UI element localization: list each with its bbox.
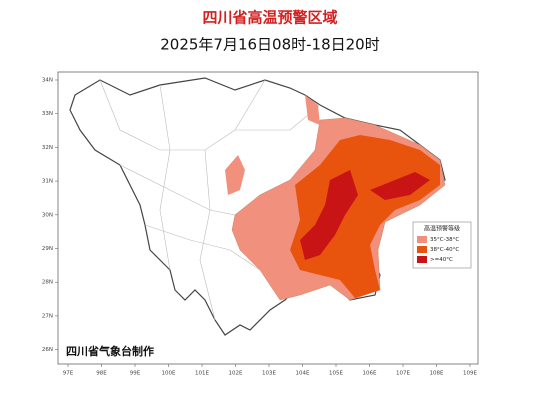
lon-tick-label: 102E <box>229 371 243 377</box>
legend: 高温预警等级 35°C-38°C 38°C-40°C >=40°C <box>412 221 472 269</box>
lat-tick-label: 28N <box>42 280 53 286</box>
lon-tick-label: 100E <box>162 371 176 377</box>
zone-35-38 <box>305 95 320 125</box>
lat-tick-label: 34N <box>42 78 53 84</box>
lon-tick-label: 101E <box>195 371 209 377</box>
credit: 四川省气象台制作 <box>66 344 154 358</box>
legend-swatch <box>417 256 427 263</box>
lon-tick-label: 98E <box>96 371 107 377</box>
lat-tick-label: 26N <box>42 347 53 353</box>
lon-tick-label: 103E <box>262 371 276 377</box>
title: 四川省高温预警区域 <box>202 9 337 27</box>
legend-label: >=40°C <box>430 257 453 263</box>
lon-tick-label: 97E <box>63 371 74 377</box>
lat-tick-label: 29N <box>42 246 53 252</box>
legend-swatch <box>417 246 427 253</box>
zone-over-40 <box>300 170 358 260</box>
lat-tick-label: 33N <box>42 111 53 117</box>
legend-swatch <box>417 236 427 243</box>
lat-tick-label: 31N <box>42 179 53 185</box>
legend-label: 35°C-38°C <box>430 237 459 243</box>
lon-tick-label: 109E <box>463 371 477 377</box>
lon-tick-label: 104E <box>296 371 310 377</box>
zone-35-38 <box>225 155 245 195</box>
zone-38-40 <box>290 135 440 298</box>
lon-tick-label: 99E <box>130 371 141 377</box>
lon-tick-label: 106E <box>363 371 377 377</box>
lat-tick-label: 32N <box>42 145 53 151</box>
lat-tick-label: 27N <box>42 313 53 319</box>
legend-title: 高温预警等级 <box>424 225 460 233</box>
subtitle: 2025年7月16日08时-18日20时 <box>160 36 379 54</box>
ticks: 97E 98E 99E 100E 101E 102E 103E 104E 105E 106E 107… <box>42 78 478 377</box>
lon-tick-label: 108E <box>430 371 444 377</box>
legend-label: 38°C-40°C <box>430 247 459 253</box>
lon-tick-label: 105E <box>329 371 343 377</box>
lat-tick-label: 30N <box>42 212 53 218</box>
zone-over-40 <box>370 172 430 200</box>
lon-tick-label: 107E <box>396 371 410 377</box>
